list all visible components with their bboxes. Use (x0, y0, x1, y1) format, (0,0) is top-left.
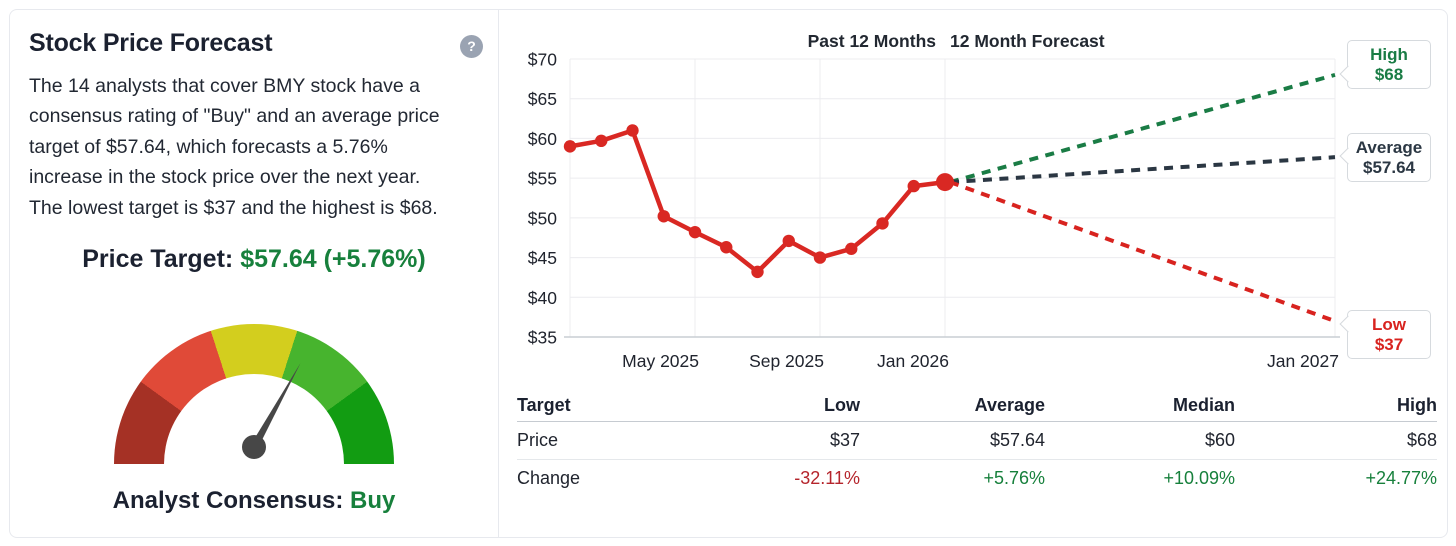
svg-text:May 2025: May 2025 (622, 351, 699, 371)
price-average: $57.64 (989, 430, 1045, 450)
callout-low-value: $37 (1374, 334, 1404, 354)
help-icon[interactable]: ? (460, 35, 483, 58)
svg-text:$40: $40 (528, 288, 557, 308)
change-row-label: Change (517, 468, 581, 488)
page-title: Stock Price Forecast (29, 29, 273, 57)
col-header-high: High (1397, 395, 1437, 415)
table-header-row: Target Low Average Median High (517, 390, 1437, 422)
callout-average-value: $57.64 (1363, 157, 1415, 177)
price-target-line: Price Target: $57.64 (+5.76%) (29, 245, 479, 274)
change-low: -32.11% (794, 468, 860, 488)
change-median: +10.09% (1163, 468, 1235, 488)
svg-text:$65: $65 (528, 89, 557, 109)
svg-text:$60: $60 (528, 129, 557, 149)
description-line: increase in the stock price over the nex… (29, 166, 421, 189)
svg-text:Jan 2026: Jan 2026 (877, 351, 949, 371)
callout-high-label: High (1370, 45, 1408, 64)
col-header-average: Average (974, 395, 1045, 415)
change-average: +5.76% (983, 468, 1045, 488)
price-high: $68 (1406, 430, 1437, 450)
svg-text:$50: $50 (528, 208, 557, 228)
price-row-label: Price (517, 430, 559, 450)
price-low: $37 (829, 430, 860, 450)
table-row-change: Change -32.11% +5.76% +10.09% +24.77% (517, 460, 1437, 497)
svg-text:$35: $35 (528, 328, 557, 348)
gauge-hub (242, 435, 266, 460)
price-median: $60 (1204, 430, 1235, 450)
consensus-label: Analyst Consensus: (112, 487, 344, 515)
col-header-median: Median (1172, 395, 1235, 415)
description-line: The 14 analysts that cover BMY stock hav… (29, 75, 420, 97)
col-header-target: Target (517, 395, 571, 415)
svg-text:Sep 2025: Sep 2025 (749, 351, 824, 371)
callout-low-label: Low (1372, 315, 1406, 334)
callout-average-label: Average (1355, 138, 1423, 157)
chart-title-past: Past 12 Months (807, 31, 936, 51)
chart-title-forecast: 12 Month Forecast (950, 31, 1105, 51)
price-history-forecast-chart: $70 $65 $60 $55 $50 $45 $40 $35 May 2025 Sep 2025… (528, 50, 1340, 371)
description-line: consensus rating of "Buy" and an average… (29, 105, 440, 128)
description-line: target of $57.64, which forecasts a 5.76… (29, 135, 388, 158)
callout-high-value: $68 (1374, 64, 1404, 84)
consensus-gauge (114, 324, 394, 469)
col-header-low: Low (824, 395, 860, 415)
description-line: The lowest target is $37 and the highest… (29, 196, 438, 219)
forecast-card: Stock Price Forecast ? The 14 analysts t… (9, 9, 1448, 538)
price-target-table: Target Low Average Median High Price $37… (517, 390, 1437, 497)
callout-high: High $68 (1339, 40, 1431, 89)
price-target-label: Price Target: (82, 245, 234, 274)
svg-text:$70: $70 (528, 50, 557, 70)
svg-text:$45: $45 (528, 248, 557, 268)
callout-average: Average $57.64 (1339, 133, 1431, 182)
callout-low: Low $37 (1339, 310, 1431, 359)
change-high: +24.77% (1365, 468, 1437, 488)
price-target-value: $57.64 (+5.76%) (240, 245, 426, 274)
analyst-consensus-line: Analyst Consensus: Buy (29, 487, 479, 515)
panel-divider (498, 10, 499, 537)
table-row-price: Price $37 $57.64 $60 $68 (517, 422, 1437, 460)
summary-panel: Stock Price Forecast ? The 14 analysts t… (29, 29, 483, 519)
svg-text:Jan 2027: Jan 2027 (1267, 351, 1339, 371)
svg-text:$55: $55 (528, 169, 557, 189)
consensus-value: Buy (350, 487, 396, 515)
forecast-description: The 14 analysts that cover BMY stock hav… (29, 71, 479, 223)
